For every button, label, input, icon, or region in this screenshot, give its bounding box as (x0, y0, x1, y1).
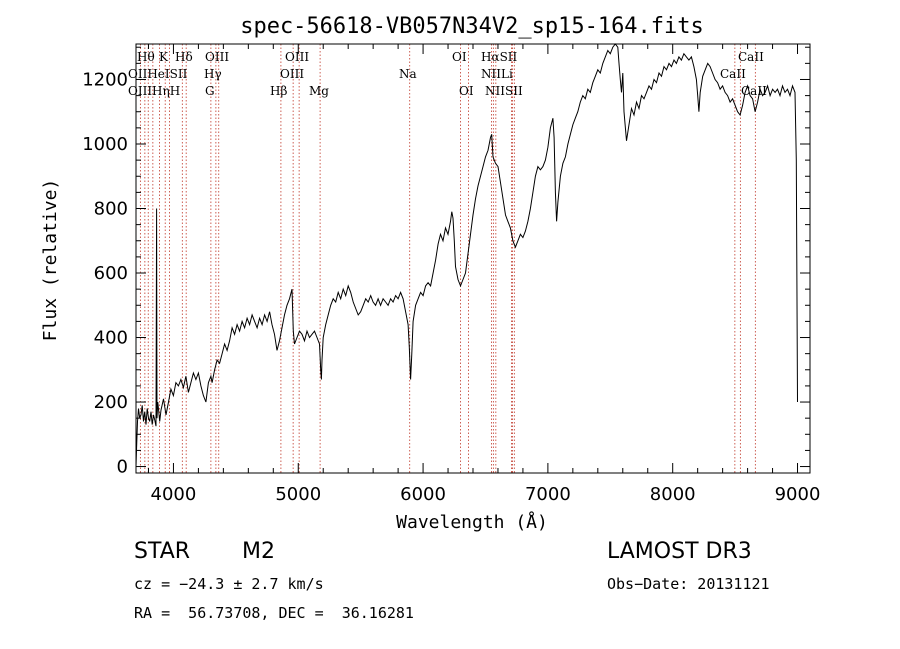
line-label-middle-0: OIIHeISII (128, 67, 188, 81)
x-tick-label-1: 5000 (275, 484, 321, 505)
line-label-lower-4: OI (459, 84, 474, 98)
emission-line-markers (139, 44, 756, 473)
y-tick-label-1: 200 (94, 392, 128, 413)
line-label-middle-1: Hγ (204, 67, 222, 81)
x-tick-label-0: 4000 (151, 484, 197, 505)
coordinates: RA = 56.73708, DEC = 36.16281 (134, 604, 414, 622)
line-label-upper-7: CaII (738, 50, 764, 64)
line-label-upper-3: OIII (205, 50, 229, 64)
line-label-upper-6: HαSII (481, 50, 518, 64)
line-label-upper-1: K (159, 50, 169, 64)
line-label-lower-0: OIIIHηH (128, 84, 180, 98)
y-tick-label-3: 600 (94, 263, 128, 284)
survey-name: LAMOST DR3 (607, 539, 752, 564)
x-tick-label-2: 6000 (400, 484, 446, 505)
chart-title: spec-56618-VB057N34V2_sp15-164.fits (240, 14, 704, 39)
object-subclass: M2 (242, 539, 275, 564)
x-axis-label: Wavelength (Å) (396, 511, 548, 533)
y-axis-label: Flux (relative) (40, 179, 61, 342)
line-label-middle-5: CaII (720, 67, 746, 81)
y-tick-label-0: 0 (117, 457, 128, 478)
y-tick-label-4: 800 (94, 199, 128, 220)
line-label-upper-4: OIII (285, 50, 309, 64)
flux-series-line (135, 43, 798, 467)
x-tick-label-4: 8000 (650, 484, 696, 505)
line-label-lower-3: Mg (309, 84, 329, 98)
line-label-lower-1: G (205, 84, 215, 98)
x-tick-label-3: 7000 (525, 484, 571, 505)
line-label-upper-2: Hδ (175, 50, 193, 64)
line-label-lower-2: Hβ (270, 84, 287, 98)
y-tick-label-2: 400 (94, 328, 128, 349)
x-axis-ticks: 4000 5000 6000 7000 8000 9000 (147, 44, 821, 505)
y-tick-label-5: 1000 (82, 134, 128, 155)
line-label-middle-3: Na (399, 67, 417, 81)
object-class: STAR (134, 539, 191, 564)
line-label-upper-0: Hθ (137, 50, 155, 64)
y-axis-ticks: 0 200 400 600 800 1000 1200 (82, 46, 810, 478)
plot-frame (135, 43, 811, 474)
line-label-lower-5: NIISII (485, 84, 523, 98)
line-label-middle-4: NIILi (481, 67, 513, 81)
emission-line-labels: Hθ K Hδ OIII OIII OI HαSII CaII OIIHeISII Hγ OIII N… (128, 50, 767, 98)
line-label-middle-2: OIII (280, 67, 304, 81)
y-tick-label-6: 1200 (82, 69, 128, 90)
observation-date: Obs−Date: 20131121 (607, 575, 770, 593)
line-label-upper-5: OI (452, 50, 467, 64)
redshift-value: cz = −24.3 ± 2.7 km/s (134, 575, 324, 593)
x-tick-label-5: 9000 (775, 484, 821, 505)
